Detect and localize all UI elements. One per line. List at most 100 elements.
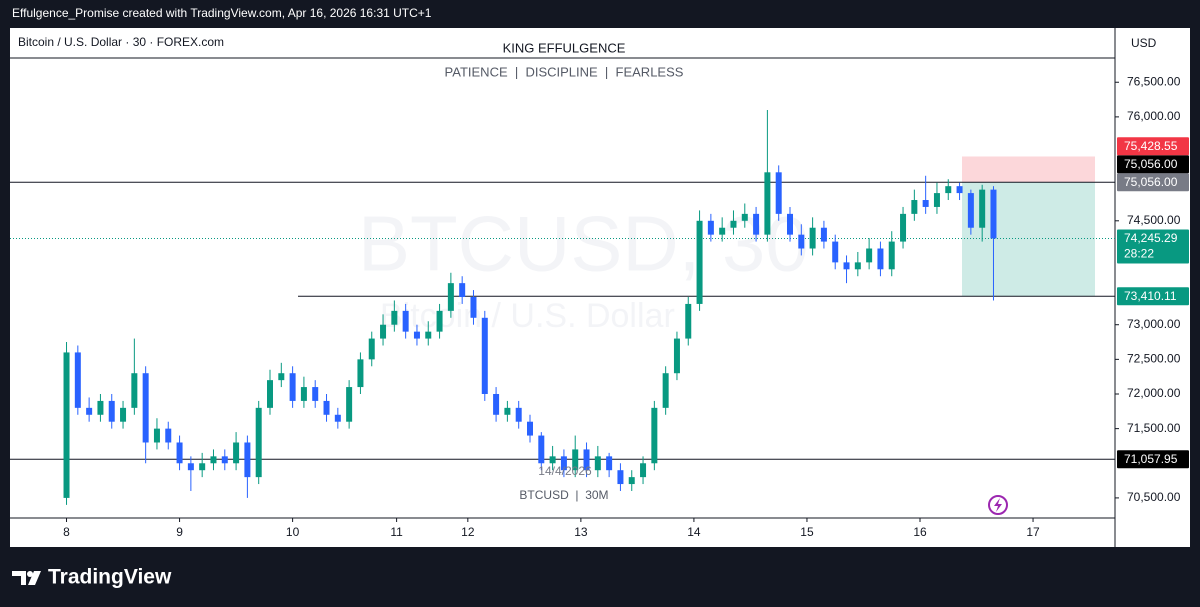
candle-body xyxy=(911,200,918,214)
candle-body xyxy=(278,373,285,381)
logo-dot xyxy=(27,571,33,577)
candle-body xyxy=(809,227,816,249)
icon-bolt xyxy=(994,498,1002,512)
candle-body xyxy=(165,428,172,443)
candle-body xyxy=(696,220,703,304)
x-tick-label: 15 xyxy=(800,525,814,539)
candle-body xyxy=(391,310,398,325)
candle-body xyxy=(956,186,963,194)
candle-body xyxy=(832,241,839,263)
candle-body xyxy=(515,407,522,422)
candle-body xyxy=(866,248,873,263)
price-tag-label: 73,410.11 xyxy=(1124,289,1177,303)
x-tick-label: 17 xyxy=(1026,525,1040,539)
candle-body xyxy=(447,283,454,311)
candle-body xyxy=(63,352,70,498)
icon-ring xyxy=(988,495,1008,515)
candle-body xyxy=(334,414,341,422)
candle-body xyxy=(707,220,714,235)
candle-body xyxy=(945,186,952,194)
candle-body xyxy=(289,373,296,401)
candle-body xyxy=(730,220,737,228)
y-tick-label: 72,000.00 xyxy=(1127,386,1181,400)
candle-body xyxy=(888,241,895,270)
footer-brand: TradingView xyxy=(48,566,172,589)
annotation: BTCUSD | 30M xyxy=(519,488,608,502)
candle-body xyxy=(933,193,940,207)
candle-body xyxy=(97,400,104,415)
countdown: 28:22 xyxy=(1124,247,1154,261)
candle-body xyxy=(787,213,793,235)
candle-body xyxy=(798,234,805,249)
candle-body xyxy=(854,262,861,270)
lightning-icon[interactable] xyxy=(988,495,1008,515)
candle-body xyxy=(820,227,827,242)
y-tick-label: 70,500.00 xyxy=(1127,490,1181,504)
candle-body xyxy=(527,421,533,436)
price-tag-label: 75,056.00 xyxy=(1124,175,1178,189)
candle-body xyxy=(775,172,782,214)
candle-body xyxy=(549,456,556,464)
candle-body xyxy=(108,400,115,422)
logo-t xyxy=(12,571,26,585)
logo-v xyxy=(28,571,41,585)
candle-body xyxy=(233,442,240,464)
candle-body xyxy=(753,213,760,235)
candle-body xyxy=(967,193,974,228)
x-tick-label: 11 xyxy=(390,525,403,539)
x-tick-label: 16 xyxy=(913,525,927,539)
price-tag-label: 71,057.95 xyxy=(1124,452,1178,466)
candle-body xyxy=(368,338,375,360)
candle-body xyxy=(493,393,500,415)
y-tick-label: 76,000.00 xyxy=(1127,109,1181,123)
x-tick-label: 9 xyxy=(176,525,183,539)
candle-body xyxy=(741,213,748,221)
candle-body xyxy=(504,407,511,415)
candle-body xyxy=(459,283,466,298)
stop-zone xyxy=(962,156,1095,183)
candle-body xyxy=(120,407,127,422)
candle-body xyxy=(470,297,477,318)
x-tick-label: 14 xyxy=(687,525,701,539)
annotation: 14/4/2026 xyxy=(538,464,592,478)
candle-body xyxy=(662,373,669,408)
candle-body xyxy=(413,331,420,339)
y-tick-label: 74,500.00 xyxy=(1127,213,1181,227)
candle-body xyxy=(764,172,771,235)
candle-body xyxy=(176,442,183,464)
price-tag xyxy=(1117,287,1189,306)
candle-body xyxy=(210,456,217,464)
candle-body xyxy=(673,338,680,374)
y-tick-label: 73,000.00 xyxy=(1127,317,1181,331)
currency[interactable]: USD xyxy=(1131,36,1157,50)
x-tick-label: 13 xyxy=(574,525,588,539)
candle-body xyxy=(199,463,206,471)
symbol: Bitcoin / U.S. Dollar · 30 · FOREX.com xyxy=(18,35,224,49)
watermark: Bitcoin / U.S. Dollar xyxy=(380,297,675,335)
candle-body xyxy=(142,373,149,443)
candle-body xyxy=(153,428,160,443)
candle-body xyxy=(651,407,658,464)
candle-body xyxy=(606,456,613,471)
currency-button[interactable] xyxy=(1122,33,1162,55)
price-tag-label: 75,428.55 xyxy=(1124,139,1178,153)
candle-body xyxy=(990,189,997,239)
candle-body xyxy=(481,317,488,394)
candle-body xyxy=(312,387,319,401)
price-tag xyxy=(1117,137,1189,156)
candle-body xyxy=(900,213,907,242)
price-tag xyxy=(1117,450,1189,469)
candle-body xyxy=(719,227,726,235)
candle-body xyxy=(685,303,692,339)
caption: Effulgence_Promise created with TradingV… xyxy=(12,6,432,20)
y-tick-label: 71,500.00 xyxy=(1127,421,1181,435)
price-tag-label: 75,056.00 xyxy=(1124,157,1178,171)
candle-body xyxy=(86,407,93,415)
candle-body xyxy=(538,435,545,464)
candle-body xyxy=(221,456,228,464)
candle-body xyxy=(74,352,81,408)
candle-body xyxy=(323,400,330,415)
x-tick-label: 12 xyxy=(461,525,475,539)
